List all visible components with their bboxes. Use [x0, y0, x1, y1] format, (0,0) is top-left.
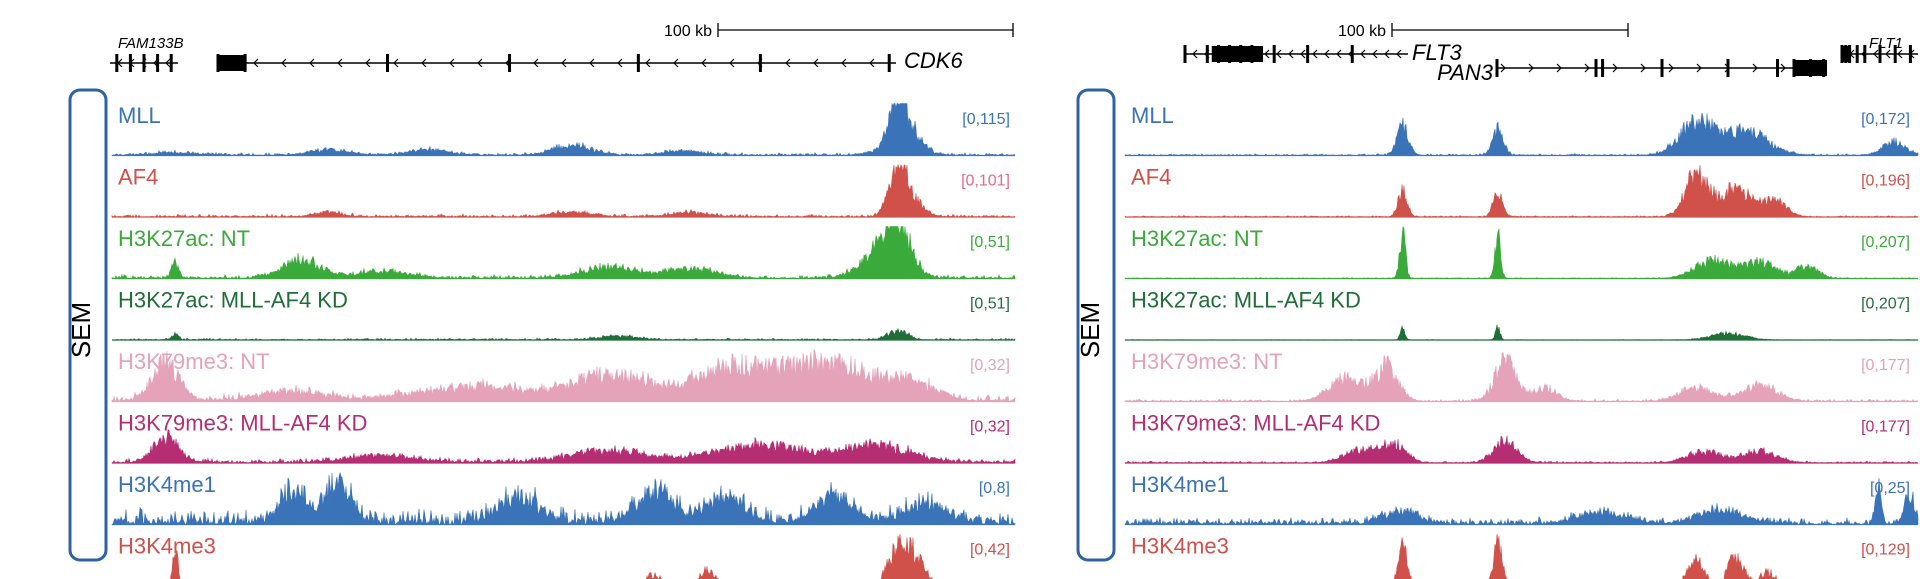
track-h3k27ac-nt: H3K27ac: NT [0,51]: [111, 226, 1016, 280]
track-name: MLL: [1131, 103, 1174, 128]
track-range: [0,51]: [970, 234, 1010, 251]
left-panel: 100 kb FAM133B CDK6 SEM MLL [0,115] AF4 [0,101]…: [66, 23, 1016, 579]
gene-label: CDK6: [904, 48, 963, 73]
track-h3k79me3-mll-af4-kd: H3K79me3: MLL-AF4 KD [0,32]: [111, 411, 1016, 464]
track-range: [0,172]: [1861, 111, 1910, 128]
track-h3k79me3-mll-af4-kd: H3K79me3: MLL-AF4 KD [0,177]: [1124, 411, 1919, 464]
track-range: [0,51]: [970, 296, 1010, 313]
track-h3k4me1: H3K4me1 [0,25]: [1124, 472, 1919, 526]
track-h3k27ac-mll-af4-kd: H3K27ac: MLL-AF4 KD [0,207]: [1124, 288, 1919, 341]
track-name: H3K27ac: MLL-AF4 KD: [118, 288, 348, 313]
gene-label: FLT3: [1412, 40, 1462, 65]
gene-model-fam133b: FAM133B: [110, 35, 184, 72]
signal-area: [1393, 533, 1778, 579]
track-range: [0,32]: [970, 357, 1010, 374]
track-name: H3K4me3: [1131, 534, 1229, 559]
signal-area: [111, 348, 1016, 403]
signal-area: [111, 429, 1016, 464]
track-range: [0,8]: [979, 480, 1010, 497]
track-range: [0,177]: [1861, 357, 1910, 374]
track-mll: MLL [0,172]: [1124, 103, 1919, 157]
track-h3k4me3: H3K4me3 [0,129]: [1131, 533, 1910, 579]
track-range: [0,129]: [1861, 542, 1910, 559]
signal-area: [1124, 351, 1919, 403]
track-range: [0,25]: [1870, 480, 1910, 497]
gene-label: FLT1: [1869, 35, 1903, 52]
track-range: [0,177]: [1861, 419, 1910, 436]
track-h3k27ac-nt: H3K27ac: NT [0,207]: [1124, 226, 1918, 280]
track-h3k79me3-nt: H3K79me3: NT [0,32]: [111, 348, 1016, 403]
sample-label: SEM: [66, 302, 96, 358]
track-h3k27ac-mll-af4-kd: H3K27ac: MLL-AF4 KD [0,51]: [112, 288, 1016, 341]
track-name: H3K79me3: NT: [118, 349, 270, 374]
track-name: AF4: [1131, 165, 1171, 190]
scale-bar: 100 kb: [1338, 23, 1629, 40]
gene-model-cdk6: CDK6: [216, 48, 963, 73]
track-name: H3K27ac: NT: [118, 226, 250, 251]
track-range: [0,32]: [970, 419, 1010, 436]
track-mll: MLL [0,115]: [111, 103, 1016, 157]
track-name: AF4: [118, 165, 158, 190]
sample-bracket: SEM: [66, 88, 108, 562]
signal-area: [112, 327, 1016, 341]
track-name: H3K4me3: [118, 534, 216, 559]
signal-area: [111, 472, 1016, 526]
track-range: [0,207]: [1861, 234, 1910, 251]
track-name: H3K27ac: NT: [1131, 226, 1263, 251]
gene-label: PAN3: [1437, 60, 1494, 85]
track-name: H3K27ac: MLL-AF4 KD: [1131, 288, 1361, 313]
gene-model-flt1: FLT1: [1840, 35, 1918, 63]
track-name: H3K4me1: [1131, 472, 1229, 497]
track-name: MLL: [118, 103, 161, 128]
sample-label: SEM: [1075, 302, 1105, 358]
track-af4: AF4 [0,196]: [1124, 164, 1919, 218]
gene-label: FAM133B: [118, 35, 184, 52]
scale-bar: 100 kb: [664, 23, 1014, 40]
signal-area: [111, 226, 1016, 280]
track-af4: AF4 [0,101]: [111, 163, 1016, 218]
signal-area: [1124, 478, 1919, 526]
scale-bar-label: 100 kb: [664, 23, 712, 40]
track-range: [0,207]: [1861, 296, 1910, 313]
signal-area: [111, 163, 1016, 218]
gene-model-pan3: PAN3: [1437, 59, 1827, 85]
gene-model-flt3: FLT3: [1183, 40, 1462, 65]
track-h3k4me1: H3K4me1 [0,8]: [111, 472, 1016, 526]
signal-area: [170, 533, 933, 579]
track-h3k4me3: H3K4me3 [0,42]: [118, 533, 1010, 579]
track-name: H3K79me3: MLL-AF4 KD: [1131, 411, 1380, 436]
scale-bar-label: 100 kb: [1338, 23, 1386, 40]
track-name: H3K79me3: MLL-AF4 KD: [118, 411, 367, 436]
signal-area: [111, 103, 1016, 157]
track-range: [0,115]: [962, 111, 1010, 128]
signal-area: [1124, 112, 1919, 157]
signal-area: [1124, 324, 1919, 341]
sample-bracket: SEM: [1075, 88, 1116, 562]
track-name: H3K4me1: [118, 472, 216, 497]
track-range: [0,101]: [961, 173, 1010, 190]
track-range: [0,42]: [970, 542, 1010, 559]
signal-area: [1124, 435, 1919, 464]
track-h3k79me3-nt: H3K79me3: NT [0,177]: [1124, 349, 1919, 403]
track-name: H3K79me3: NT: [1131, 349, 1283, 374]
signal-area: [1124, 164, 1919, 218]
track-range: [0,196]: [1861, 173, 1910, 190]
